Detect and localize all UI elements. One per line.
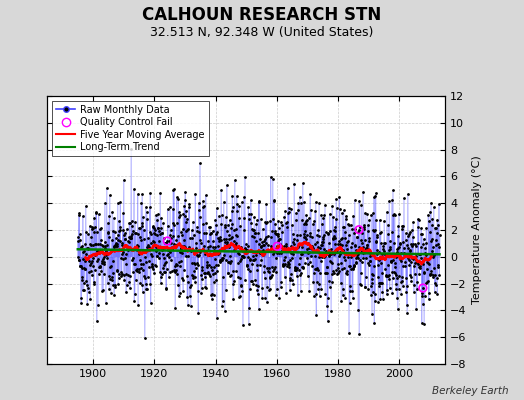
Text: CALHOUN RESEARCH STN: CALHOUN RESEARCH STN bbox=[143, 6, 381, 24]
Legend: Raw Monthly Data, Quality Control Fail, Five Year Moving Average, Long-Term Tren: Raw Monthly Data, Quality Control Fail, … bbox=[52, 101, 209, 156]
Y-axis label: Temperature Anomaly (°C): Temperature Anomaly (°C) bbox=[472, 156, 482, 304]
Text: Berkeley Earth: Berkeley Earth bbox=[432, 386, 508, 396]
Text: 32.513 N, 92.348 W (United States): 32.513 N, 92.348 W (United States) bbox=[150, 26, 374, 39]
Point bbox=[355, 226, 363, 233]
Point bbox=[273, 243, 281, 250]
Point bbox=[419, 285, 427, 291]
Point bbox=[163, 238, 171, 244]
